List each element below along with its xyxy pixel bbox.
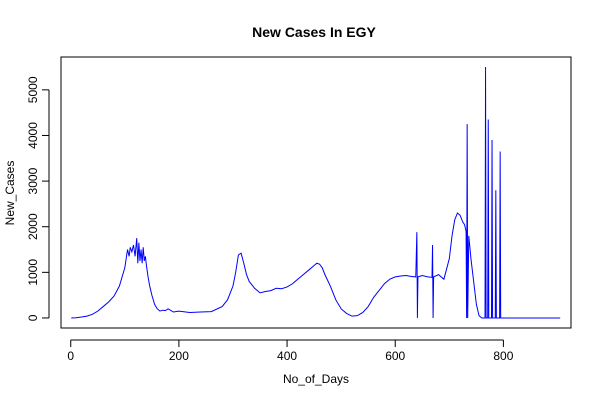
x-axis: 0 200 400 600 800 [67, 339, 514, 363]
plot-frame [60, 56, 572, 329]
x-axis-label: No_of_Days [283, 372, 349, 386]
y-tick-label: 3000 [26, 167, 40, 194]
x-tick-label: 400 [277, 349, 297, 363]
series-line [71, 67, 561, 319]
y-tick-label: 4000 [26, 122, 40, 149]
chart-title: New Cases In EGY [252, 24, 376, 40]
x-tick-label: 600 [385, 349, 405, 363]
y-axis: 0 1000 2000 3000 4000 5000 [26, 76, 50, 321]
x-tick-label: 0 [67, 349, 74, 363]
y-tick-label: 5000 [26, 76, 40, 103]
y-axis-label: New_Cases [3, 161, 17, 226]
y-tick-label: 1000 [26, 259, 40, 286]
y-tick-label: 0 [26, 314, 40, 321]
x-tick-label: 800 [493, 349, 513, 363]
y-tick-label: 2000 [26, 213, 40, 240]
x-tick-label: 200 [169, 349, 189, 363]
